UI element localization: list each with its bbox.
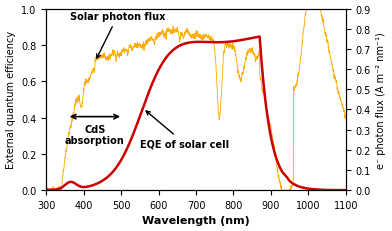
Y-axis label: External quantum efficiency: External quantum efficiency [5, 31, 16, 169]
Text: CdS
absorption: CdS absorption [65, 124, 125, 146]
Y-axis label: e⁻ photon flux (A m⁻² nm⁻¹): e⁻ photon flux (A m⁻² nm⁻¹) [376, 32, 387, 168]
X-axis label: Wavelength (nm): Wavelength (nm) [142, 216, 250, 225]
Text: EQE of solar cell: EQE of solar cell [140, 112, 229, 149]
Text: Solar photon flux: Solar photon flux [70, 12, 165, 59]
